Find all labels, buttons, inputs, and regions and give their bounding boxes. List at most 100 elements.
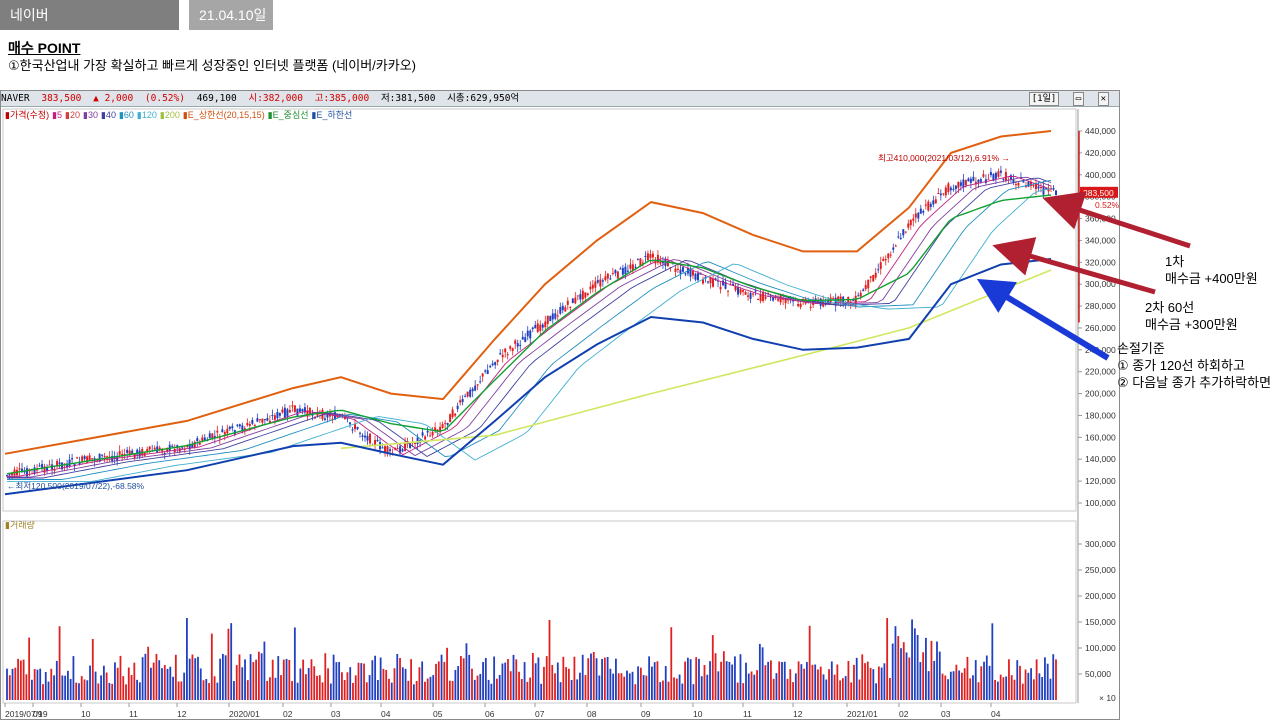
candle-body [666, 260, 669, 267]
candle-body [1017, 183, 1020, 186]
volume-bar [556, 662, 559, 700]
candle-body [281, 409, 284, 413]
candle-body [521, 336, 524, 340]
volume-bar [991, 623, 994, 700]
volume-bar [1046, 663, 1049, 700]
candle-body [303, 407, 306, 413]
candle-body [451, 409, 454, 418]
volume-bar [922, 652, 925, 700]
candle-body [524, 337, 527, 342]
volume-bar [460, 656, 462, 700]
volume-bar [573, 656, 576, 700]
candle-body [296, 408, 299, 416]
indicator-legend: ▮가격(수정) ▮5 ▮20 ▮30 ▮40 ▮60 ▮120 ▮200 ▮E_상한선(20,1… [5, 108, 355, 121]
volume-bar [1005, 676, 1008, 700]
volume-bar [523, 662, 526, 700]
volume-bar [706, 674, 709, 700]
candle-body [676, 268, 679, 270]
candle-body [331, 418, 334, 420]
volume-bar [246, 680, 249, 700]
volume-bar [443, 661, 446, 700]
candle-body [321, 409, 324, 420]
volume-bar [562, 656, 565, 700]
candle-body [541, 324, 544, 328]
volume-bar [8, 675, 11, 700]
x-tick-label: 10 [81, 709, 91, 719]
price-tick-label: 160,000 [1085, 432, 1116, 442]
candle-body [103, 456, 106, 458]
candle-body [426, 430, 429, 433]
volume-bar [889, 678, 891, 700]
x-tick-label: 03 [941, 709, 951, 719]
candle-body [88, 455, 91, 461]
volume-bar [39, 668, 42, 700]
candle-body [661, 261, 664, 264]
volume-bar [335, 662, 338, 700]
candle-body [611, 272, 614, 274]
volume-bar [252, 662, 255, 700]
volume-bar [678, 674, 681, 700]
volume-bar [332, 654, 335, 700]
candle-body [476, 384, 479, 386]
candle-body [153, 447, 156, 450]
legend-item: ▮200 [159, 110, 180, 120]
volume-bar [825, 679, 828, 700]
volume-bar [260, 653, 263, 700]
candle-body [639, 258, 642, 266]
price-tick-label: 400,000 [1085, 170, 1116, 180]
candle-body [777, 298, 780, 301]
candle-body [909, 219, 912, 226]
volume-bar [407, 680, 410, 700]
candle-body [401, 449, 404, 452]
candle-body [501, 354, 504, 358]
volume-bar [94, 671, 97, 700]
close-icon[interactable]: ✕ [1097, 92, 1109, 106]
candle-body [932, 200, 935, 205]
volume-tick-label: 300,000 [1085, 539, 1116, 549]
volume-bar [354, 675, 357, 700]
ma200-line [340, 269, 1052, 450]
volume-bar [144, 653, 147, 700]
candle-body [762, 291, 765, 302]
volume-bar [418, 667, 421, 700]
volume-bar [609, 668, 612, 700]
volume-bar [136, 679, 138, 700]
candle-body [852, 299, 855, 301]
volume-bar [158, 660, 161, 700]
candle-body [231, 426, 234, 429]
candle-body [772, 297, 775, 301]
candle-body [624, 266, 627, 275]
candle-body [208, 433, 211, 439]
volume-bar [440, 654, 443, 700]
candle-body [73, 463, 76, 467]
volume-bar [80, 676, 83, 700]
x-tick-label: 03 [331, 709, 341, 719]
candle-body [576, 295, 579, 297]
candle-body [359, 432, 362, 434]
candle-body [424, 436, 427, 440]
candle-body [732, 283, 735, 286]
stock-chart-window: NAVER 383,500 ▲ 2,000 (0.52%) 469,100 시:… [0, 90, 1120, 720]
candle-body [519, 344, 522, 346]
volume-bar [484, 657, 487, 700]
candle-body [894, 245, 897, 247]
candle-body [213, 435, 216, 439]
candle-body [514, 340, 517, 344]
candle-body [248, 424, 251, 426]
candle-body [198, 442, 201, 445]
x-tick-label: 06 [485, 709, 495, 719]
volume-bar [722, 651, 725, 700]
candle-body [23, 471, 26, 473]
volume-bar [208, 683, 210, 700]
volume-bar [736, 682, 739, 700]
volume-bar [341, 672, 343, 700]
minimize-icon[interactable]: ▭ [1072, 92, 1085, 106]
volume-bar [698, 658, 700, 700]
volume-bar [490, 683, 493, 700]
candle-body [33, 467, 36, 474]
period-button[interactable]: [1일] [1028, 92, 1060, 106]
volume-bar [731, 664, 734, 700]
candle-body [509, 346, 512, 349]
envelope-mid-line [6, 194, 1052, 475]
volume-bar [786, 678, 789, 700]
